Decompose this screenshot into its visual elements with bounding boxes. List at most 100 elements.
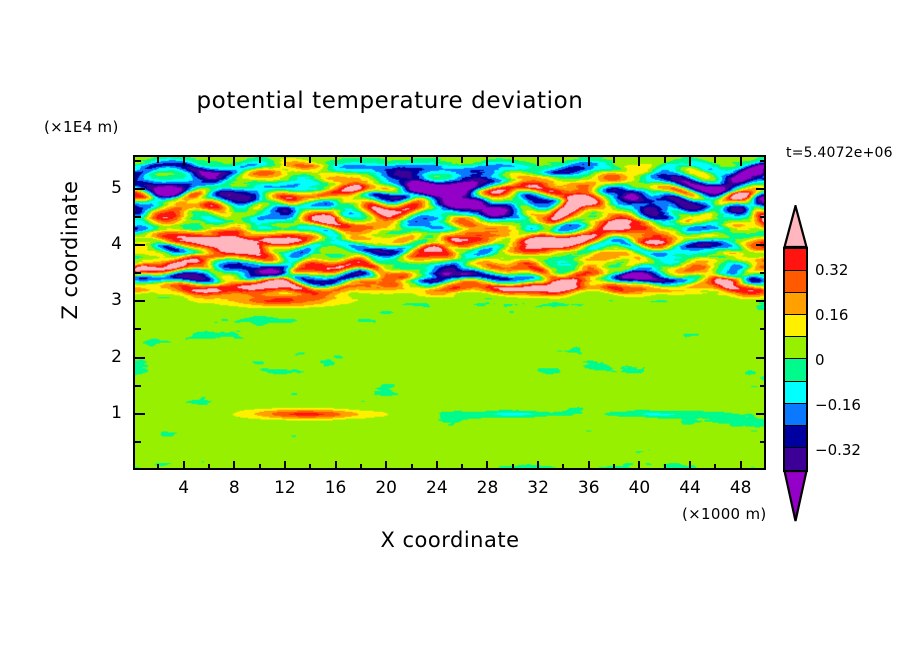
x-tick-mark (663, 464, 666, 470)
y-tick-label: 4 (111, 234, 122, 254)
x-tick-mark (461, 464, 464, 470)
x-tick-mark-top (689, 157, 692, 166)
x-tick-label: 40 (628, 478, 651, 498)
x-tick-mark (739, 461, 742, 470)
colorbar (783, 247, 808, 472)
y-tick-mark-right (760, 440, 766, 443)
x-tick-mark-top (283, 157, 286, 166)
y-tick-mark (135, 328, 141, 331)
x-tick-mark (410, 464, 413, 470)
x-axis-unit-label: (×1000 m) (682, 505, 767, 523)
y-tick-mark-right (756, 356, 766, 359)
colorbar-tick-label: 0 (815, 350, 825, 369)
x-tick-mark-top (613, 157, 616, 163)
x-tick-mark (537, 461, 540, 470)
x-tick-label: 28 (476, 478, 499, 498)
x-axis-title: X coordinate (380, 528, 520, 552)
x-tick-label: 12 (274, 478, 296, 498)
x-tick-mark (385, 461, 388, 470)
x-tick-mark-top (182, 157, 185, 166)
x-tick-mark-top (359, 157, 362, 163)
x-tick-mark (157, 464, 160, 470)
y-tick-mark-right (756, 412, 766, 415)
x-tick-mark (435, 461, 438, 470)
x-tick-mark (283, 461, 286, 470)
y-tick-mark (135, 187, 145, 190)
x-tick-mark-top (258, 157, 261, 163)
y-tick-mark-right (756, 187, 766, 190)
x-tick-mark-top (663, 157, 666, 163)
x-tick-mark-top (739, 157, 742, 166)
x-tick-label: 16 (324, 478, 347, 498)
y-tick-mark-right (760, 328, 766, 331)
x-tick-label: 20 (375, 478, 397, 498)
x-tick-label: 44 (679, 478, 701, 498)
y-tick-mark (135, 412, 145, 415)
colorbar-tick-label: 0.32 (815, 260, 849, 279)
x-tick-mark-top (537, 157, 540, 166)
x-tick-mark-top (334, 157, 337, 166)
x-tick-label: 36 (577, 478, 600, 498)
colorbar-tick-label: −0.16 (815, 395, 861, 414)
x-tick-label: 32 (527, 478, 549, 498)
colorbar-over-arrow-icon (783, 205, 808, 248)
colorbar-band (785, 381, 806, 404)
x-tick-mark (511, 464, 514, 470)
colorbar-band (785, 425, 806, 448)
x-tick-mark-top (233, 157, 236, 166)
y-tick-mark-right (760, 159, 766, 162)
x-tick-mark (638, 461, 641, 470)
colorbar-band (785, 447, 806, 470)
y-tick-mark (135, 272, 141, 275)
colorbar-band (785, 403, 806, 426)
x-tick-mark (334, 461, 337, 470)
x-tick-mark (207, 464, 210, 470)
y-tick-mark-right (760, 272, 766, 275)
colorbar-under-arrow-icon (783, 470, 808, 522)
x-tick-mark-top (435, 157, 438, 166)
contour-field-canvas (135, 157, 764, 468)
x-tick-label: 24 (426, 478, 448, 498)
z-axis-unit-label: (×1E4 m) (44, 118, 119, 136)
y-tick-mark (135, 300, 145, 303)
colorbar-band (785, 271, 806, 294)
y-tick-mark (135, 384, 141, 387)
x-tick-mark-top (157, 157, 160, 163)
x-tick-mark (562, 464, 565, 470)
colorbar-band (785, 315, 806, 338)
time-annotation: t=5.4072e+06 (786, 145, 893, 161)
page-title: potential temperature deviation (196, 88, 584, 114)
x-tick-mark-top (587, 157, 590, 166)
y-tick-mark-right (760, 215, 766, 218)
y-tick-mark (135, 244, 145, 246)
x-tick-mark-top (486, 157, 489, 166)
x-tick-mark (359, 464, 362, 470)
x-tick-mark-top (562, 157, 565, 163)
x-tick-mark-top (207, 157, 210, 163)
x-tick-mark-top (461, 157, 464, 163)
colorbar-tick-label: −0.32 (815, 440, 861, 459)
x-tick-mark (233, 461, 236, 470)
y-tick-mark-right (756, 300, 766, 303)
x-tick-mark (613, 464, 616, 470)
x-tick-mark (182, 461, 185, 470)
y-tick-label: 1 (111, 402, 122, 423)
x-tick-mark-top (638, 157, 641, 166)
y-axis-title: Z coordinate (58, 180, 82, 320)
x-tick-mark (714, 464, 717, 470)
y-tick-mark (135, 215, 141, 218)
y-tick-label: 5 (111, 177, 122, 198)
x-tick-mark-top (714, 157, 717, 163)
x-tick-mark (689, 461, 692, 470)
x-tick-mark (309, 464, 312, 470)
y-tick-label: 2 (111, 346, 122, 367)
colorbar-band (785, 359, 806, 382)
colorbar-tick-label: 0.16 (815, 305, 849, 324)
plot-area (133, 155, 766, 470)
x-tick-label: 48 (729, 478, 752, 498)
colorbar-band (785, 249, 806, 272)
y-tick-mark (135, 159, 141, 162)
y-tick-mark-right (756, 244, 766, 246)
x-tick-mark-top (385, 157, 388, 166)
